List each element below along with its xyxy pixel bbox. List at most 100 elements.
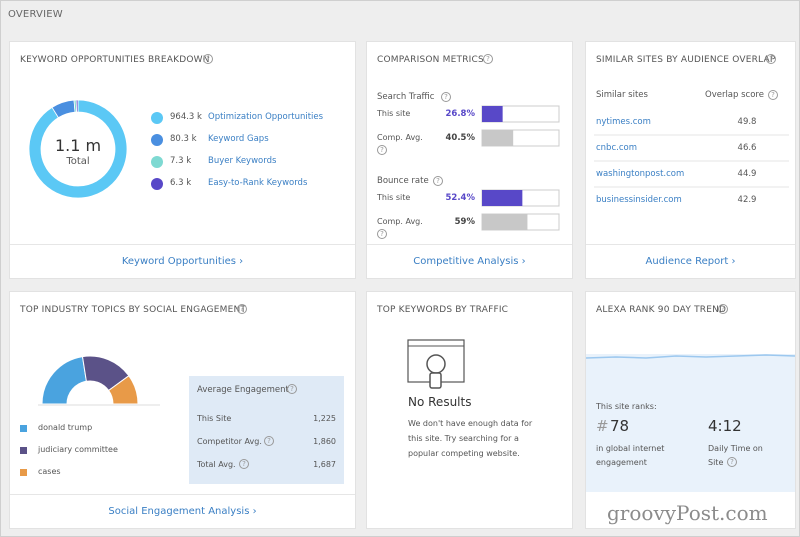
footer-link[interactable]: Keyword Opportunities xyxy=(122,256,243,267)
no-results-heading: No Results xyxy=(408,395,472,409)
rank-label: in global internet engagement xyxy=(596,444,665,467)
card-footer: Social Engagement Analysis xyxy=(10,494,355,528)
footer-link[interactable]: Audience Report xyxy=(646,256,736,267)
footer-link[interactable]: Competitive Analysis xyxy=(413,256,525,267)
card-footer: Audience Report xyxy=(586,244,795,278)
keyword-count: 964.3 k xyxy=(170,112,202,122)
legend-swatch xyxy=(20,469,27,476)
footer-link[interactable]: Social Engagement Analysis xyxy=(108,506,256,517)
help-icon xyxy=(433,176,443,186)
social-card: TOP INDUSTRY TOPICS BY SOCIAL ENGAGEMENT… xyxy=(9,291,356,529)
help-icon xyxy=(483,54,493,64)
graphic xyxy=(594,134,789,188)
bar-fill xyxy=(482,130,514,146)
empty-icon-lens xyxy=(426,354,446,374)
overlap-score: 44.9 xyxy=(737,169,757,179)
card-title: TOP KEYWORDS BY TRAFFIC xyxy=(377,305,509,315)
help-icon xyxy=(203,54,213,64)
help-icon xyxy=(727,457,737,467)
help-icon xyxy=(237,304,247,314)
top-keywords-card: TOP KEYWORDS BY TRAFFIC No Results We don'… xyxy=(366,291,573,529)
row-label: This site xyxy=(377,109,411,118)
topic-name: cases xyxy=(38,467,61,476)
keyword-link[interactable]: Easy-to-Rank Keywords xyxy=(208,178,308,188)
row-value: 40.5% xyxy=(445,133,476,143)
site-link[interactable]: washingtonpost.com xyxy=(596,169,685,179)
bar-fill xyxy=(482,106,503,122)
site-link[interactable]: businessinsider.com xyxy=(596,195,682,205)
empty-icon-handle xyxy=(429,372,442,389)
page-title: OVERVIEW xyxy=(8,9,63,20)
bar-fill xyxy=(482,190,523,206)
engagement-value: 1,860 xyxy=(313,437,336,446)
legend-dot xyxy=(151,178,163,190)
help-icon xyxy=(377,145,387,155)
legend-dot xyxy=(151,156,163,168)
graphic xyxy=(481,105,560,231)
time-label: Daily Time on Site xyxy=(708,444,763,467)
keyword-link[interactable]: Buyer Keywords xyxy=(208,156,277,166)
row-label: Comp. Avg. xyxy=(377,217,423,226)
overlap-score: 42.9 xyxy=(737,195,757,205)
group-title: Bounce rate xyxy=(377,176,429,186)
help-icon xyxy=(766,54,776,64)
row-value: 26.8% xyxy=(445,109,476,119)
help-icon xyxy=(441,92,451,102)
help-icon xyxy=(287,384,297,394)
alexa-card: ALEXA RANK 90 DAY TREND This site ranks: #… xyxy=(585,291,796,529)
graphic xyxy=(28,99,163,199)
legend-dot xyxy=(151,134,163,146)
donut-segment xyxy=(28,99,128,199)
engagement-value: 1,225 xyxy=(313,414,336,423)
engagement-value: 1,687 xyxy=(313,460,336,469)
legend-swatch xyxy=(20,447,27,454)
graphic xyxy=(407,339,465,389)
card-footer: Keyword Opportunities xyxy=(10,244,355,278)
help-icon xyxy=(264,436,274,446)
help-icon xyxy=(768,90,778,100)
card-title: COMPARISON METRICS xyxy=(377,55,484,65)
card-title: TOP INDUSTRY TOPICS BY SOCIAL ENGAGEMENT xyxy=(20,305,247,315)
engagement-label: This Site xyxy=(197,414,232,423)
watermark: groovyPost.com xyxy=(607,501,768,525)
engagement-label: Total Avg. xyxy=(197,460,236,469)
comparison-card: COMPARISON METRICS Search Traffic This sit… xyxy=(366,41,573,279)
column-header: Similar sites xyxy=(596,90,648,100)
half-donut-segment xyxy=(41,356,87,405)
overlap-score: 46.6 xyxy=(737,143,757,153)
group-title: Search Traffic xyxy=(377,92,435,102)
help-icon xyxy=(239,459,249,469)
bar-fill xyxy=(482,214,528,230)
help-icon xyxy=(718,304,728,314)
overlap-score: 49.8 xyxy=(737,117,757,127)
row-label: Comp. Avg. xyxy=(377,133,423,142)
topic-name: donald trump xyxy=(38,423,93,432)
row-label: This site xyxy=(377,193,411,202)
rank-hash: # xyxy=(596,417,609,435)
keyword-count: 7.3 k xyxy=(170,156,192,166)
trend-line xyxy=(586,354,796,359)
engagement-box: Average Engagement This Site 1,225 Competit… xyxy=(189,376,344,484)
similar-sites-card: SIMILAR SITES BY AUDIENCE OVERLAP Similar… xyxy=(585,41,796,279)
card-title: SIMILAR SITES BY AUDIENCE OVERLAP xyxy=(596,55,776,65)
engagement-title: Average Engagement xyxy=(197,385,289,395)
keyword-link[interactable]: Optimization Opportunities xyxy=(208,112,324,122)
legend-swatch xyxy=(20,425,27,432)
row-value: 59% xyxy=(454,217,475,227)
keyword-link[interactable]: Keyword Gaps xyxy=(208,134,269,144)
site-link[interactable]: nytimes.com xyxy=(596,117,651,127)
keyword-count: 6.3 k xyxy=(170,178,192,188)
column-header: Overlap score xyxy=(705,90,764,100)
rank-caption: This site ranks: xyxy=(596,402,657,411)
rank-value: 78 xyxy=(610,417,630,435)
keyword-card: KEYWORD OPPORTUNITIES BREAKDOWN 964.3 k Op… xyxy=(9,41,356,279)
graphic xyxy=(586,354,796,359)
card-title: KEYWORD OPPORTUNITIES BREAKDOWN xyxy=(20,55,210,65)
engagement-label: Competitor Avg. xyxy=(197,437,262,446)
card-title: ALEXA RANK 90 DAY TREND xyxy=(596,305,727,315)
graphic xyxy=(20,355,160,476)
donut-segment xyxy=(75,99,79,113)
site-link[interactable]: cnbc.com xyxy=(596,143,637,153)
no-results-message: We don't have enough data for this site.… xyxy=(408,419,533,458)
